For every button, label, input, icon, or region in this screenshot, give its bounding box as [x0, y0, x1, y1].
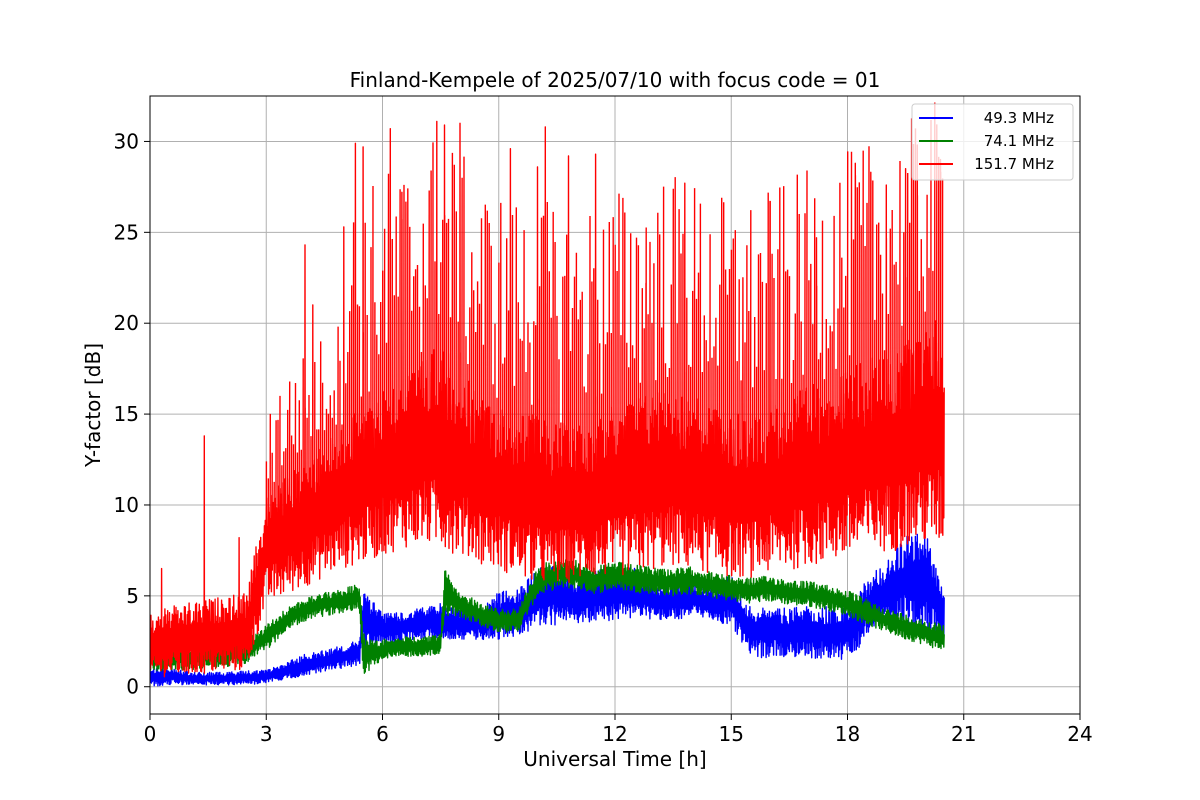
x-tick-label: 12 — [602, 722, 627, 746]
x-tick-label: 15 — [719, 722, 744, 746]
x-tick-label: 18 — [835, 722, 860, 746]
legend-box — [911, 103, 1074, 181]
x-axis-label: Universal Time [h] — [523, 747, 706, 771]
plot-area — [150, 102, 945, 687]
chart-title: Finland-Kempele of 2025/07/10 with focus… — [350, 68, 881, 92]
y-axis-label: Y-factor [dB] — [81, 343, 105, 468]
x-tick-label: 24 — [1067, 722, 1092, 746]
y-tick-label: 15 — [114, 402, 139, 426]
series-line-2 — [150, 559, 945, 674]
y-tick-label: 20 — [114, 311, 139, 335]
y-tick-label: 30 — [114, 129, 139, 153]
axes-ticks: 0 3 6 9 12 15 18 21 24 0 5 10 15 20 25 30 — [114, 129, 1093, 746]
x-tick-label: 9 — [492, 722, 505, 746]
y-tick-label: 25 — [114, 220, 139, 244]
x-tick-label: 6 — [376, 722, 389, 746]
x-tick-label: 21 — [951, 722, 976, 746]
series-line-3 — [150, 102, 945, 678]
legend: 49.3 MHz 74.1 MHz 151.7 MHz — [911, 103, 1074, 181]
x-tick-label: 0 — [144, 722, 157, 746]
legend-label-1: 49.3 MHz — [984, 109, 1054, 127]
x-tick-label: 3 — [260, 722, 273, 746]
legend-label-2: 74.1 MHz — [984, 132, 1054, 150]
legend-label-3: 151.7 MHz — [974, 155, 1054, 173]
y-tick-label: 5 — [126, 584, 139, 608]
y-tick-label: 0 — [126, 675, 139, 699]
y-tick-label: 10 — [114, 493, 139, 517]
